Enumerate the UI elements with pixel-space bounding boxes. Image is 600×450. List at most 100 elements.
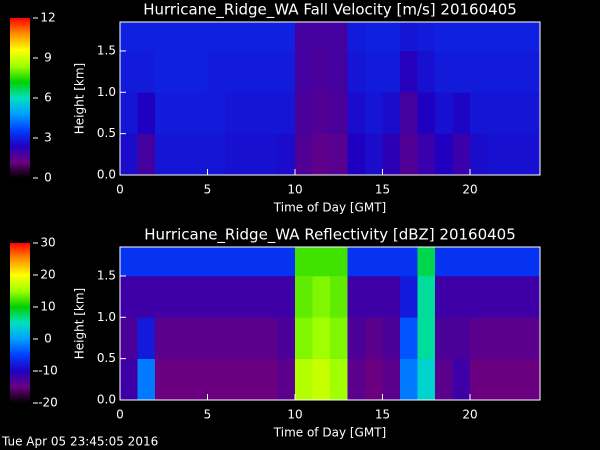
y-tick-label: 0.0	[97, 393, 116, 407]
heat-cell	[120, 317, 138, 359]
x-tick-label: 15	[375, 408, 390, 422]
heat-cell	[347, 275, 366, 318]
heat-cell	[225, 275, 243, 318]
heat-cell	[487, 92, 506, 134]
heat-cell	[400, 317, 418, 359]
heat-cell	[330, 92, 348, 134]
heat-cell	[505, 133, 523, 176]
heat-cell	[260, 358, 278, 401]
heat-cell	[225, 92, 243, 134]
heat-cell	[242, 22, 261, 52]
heat-cell	[505, 317, 523, 359]
heat-cell	[487, 358, 506, 401]
heat-cell	[277, 247, 296, 277]
heat-cell	[312, 22, 331, 52]
heat-cell	[382, 358, 401, 401]
colorbar-tick-label: -20	[38, 396, 58, 410]
heat-cell	[242, 317, 261, 359]
heat-cell	[522, 22, 541, 52]
heat-cell	[137, 50, 156, 93]
heat-cell	[417, 275, 436, 318]
heat-cell	[400, 275, 418, 318]
heat-cell	[330, 247, 348, 277]
y-tick-label: 0.5	[97, 351, 116, 365]
heat-cell	[470, 247, 488, 277]
heat-cell	[172, 317, 191, 359]
heat-cell	[295, 133, 313, 176]
y-axis-label: Height [km]	[73, 63, 87, 134]
heat-cell	[382, 317, 401, 359]
plot-frame	[119, 246, 541, 401]
heat-cell	[330, 358, 348, 401]
heat-cell	[522, 275, 541, 318]
heat-cell	[312, 317, 331, 359]
heat-cell	[522, 317, 541, 359]
heat-cell	[207, 317, 226, 359]
heat-cell	[137, 22, 156, 52]
y-tick-label: 0.0	[97, 168, 116, 182]
heat-cell	[190, 50, 208, 93]
x-tick-label: 0	[116, 183, 124, 197]
colorbar-tick-label: 10	[40, 300, 55, 314]
heat-cell	[155, 50, 173, 93]
colorbar-tick-label: 3	[44, 131, 52, 145]
heat-cell	[155, 22, 173, 52]
heat-cell	[452, 22, 471, 52]
heat-cell	[120, 133, 138, 176]
heat-cell	[172, 275, 191, 318]
heat-cell	[522, 92, 541, 134]
heat-cell	[225, 358, 243, 401]
colorbar-tick-label: 6	[44, 91, 52, 105]
heat-cell	[225, 133, 243, 176]
heat-cell	[277, 92, 296, 134]
heat-cell	[435, 247, 453, 277]
heat-cell	[120, 275, 138, 318]
heat-cell	[435, 317, 453, 359]
heat-cell	[155, 317, 173, 359]
heat-cell	[260, 275, 278, 318]
heat-cell	[137, 275, 156, 318]
heat-cell	[487, 275, 506, 318]
heat-cell	[312, 50, 331, 93]
heat-cell	[277, 317, 296, 359]
heat-cell	[190, 275, 208, 318]
heat-cell	[505, 92, 523, 134]
colorbar-tick-label: 12	[40, 11, 55, 25]
x-tick-label: 10	[287, 183, 302, 197]
heat-cell	[330, 22, 348, 52]
heat-cell	[295, 317, 313, 359]
heat-cell	[312, 133, 331, 176]
heat-cell	[295, 22, 313, 52]
x-axis-label: Time of Day [GMT]	[273, 201, 386, 215]
heat-cell	[452, 133, 471, 176]
heat-cell	[452, 92, 471, 134]
heat-cell	[435, 22, 453, 52]
y-tick-label: 0.5	[97, 126, 116, 140]
heat-cell	[137, 247, 156, 277]
heat-cell	[365, 133, 383, 176]
heat-cell	[242, 92, 261, 134]
heat-cell	[260, 317, 278, 359]
heat-cell	[487, 317, 506, 359]
heat-cell	[155, 275, 173, 318]
y-axis-label: Height [km]	[73, 288, 87, 359]
heat-cell	[137, 92, 156, 134]
heat-cell	[172, 92, 191, 134]
heat-cell	[312, 275, 331, 318]
heat-cell	[295, 50, 313, 93]
heat-cell	[452, 358, 471, 401]
heat-cell	[172, 50, 191, 93]
heat-cell	[330, 275, 348, 318]
heat-cell	[470, 317, 488, 359]
heat-cell	[120, 247, 138, 277]
heat-cell	[120, 358, 138, 401]
heat-cell	[435, 50, 453, 93]
heat-cell	[487, 50, 506, 93]
heat-cell	[452, 317, 471, 359]
heat-cell	[382, 50, 401, 93]
heat-cell	[207, 133, 226, 176]
heat-cell	[190, 92, 208, 134]
colorbar	[10, 243, 30, 403]
heat-cell	[470, 133, 488, 176]
